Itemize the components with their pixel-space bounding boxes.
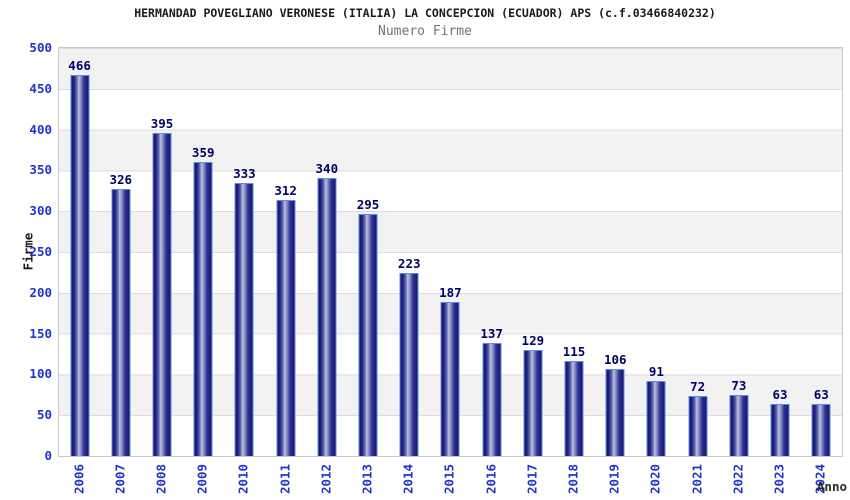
bar-slot-2009: 359 (183, 48, 224, 456)
y-tick-label: 400 (29, 121, 52, 137)
y-tick-label: 0 (44, 448, 52, 463)
bar-2015 (440, 302, 460, 456)
y-tick-label: 350 (29, 162, 52, 178)
y-tick-label: 50 (36, 407, 52, 423)
x-tick-2016: 2016 (483, 463, 499, 495)
bar-value-label: 333 (233, 166, 256, 181)
bar-2010 (234, 183, 254, 456)
bar-2014 (399, 273, 419, 456)
y-tick-label: 300 (29, 203, 52, 219)
bar-2022 (729, 395, 749, 456)
bar-2013 (358, 214, 378, 456)
y-axis-tick-labels: 0 50 100 150 200 250 300 350 400 450 500 (0, 41, 52, 463)
x-tick-2008: 2008 (153, 463, 169, 495)
x-tick-2017: 2017 (524, 463, 540, 495)
bars-container: 466 326 395 359 333 312 340 295 223 187 137 129 115 1… (59, 48, 842, 456)
y-tick-label: 150 (29, 325, 52, 341)
bar-slot-2010: 333 (224, 48, 265, 456)
bar-2009 (193, 162, 213, 456)
x-tick-2012: 2012 (318, 463, 334, 495)
bar-slot-2011: 312 (265, 48, 306, 456)
bar-value-label: 63 (772, 387, 788, 402)
bar-2021 (688, 396, 708, 456)
bar-slot-2022: 73 (718, 48, 759, 456)
bar-2008 (152, 133, 172, 456)
bar-slot-2017: 129 (512, 48, 553, 456)
x-axis-tick-labels: 2006 2007 2008 2009 2010 2011 2012 2013 2014 2015… (58, 458, 841, 500)
bar-value-label: 115 (562, 344, 586, 359)
x-tick-2018: 2018 (565, 463, 581, 495)
bar-slot-2018: 115 (553, 48, 594, 456)
bar-value-label: 91 (648, 364, 664, 379)
bar-value-label: 137 (480, 326, 503, 341)
bar-value-label: 63 (813, 387, 829, 402)
bar-value-label: 326 (109, 172, 133, 187)
chart-title: HERMANDAD POVEGLIANO VERONESE (ITALIA) L… (134, 6, 716, 20)
bar-2023 (770, 404, 790, 456)
y-tick-label: 500 (29, 40, 52, 55)
bar-value-label: 187 (439, 285, 462, 300)
bar-value-label: 223 (397, 256, 421, 271)
x-tick-2009: 2009 (194, 463, 210, 495)
bar-slot-2006: 466 (59, 48, 100, 456)
x-tick-2020: 2020 (647, 463, 663, 495)
bar-slot-2023: 63 (759, 48, 800, 456)
bar-slot-2015: 187 (430, 48, 471, 456)
bar-slot-2013: 295 (347, 48, 388, 456)
plot-area: 466 326 395 359 333 312 340 295 223 187 137 129 115 1… (58, 47, 843, 457)
bar-2016 (482, 343, 502, 456)
bar-value-label: 395 (150, 116, 174, 131)
bar-slot-2007: 326 (100, 48, 141, 456)
bar-value-label: 73 (731, 378, 747, 393)
bar-slot-2021: 72 (677, 48, 718, 456)
bar-value-label: 72 (690, 379, 706, 394)
bar-2020 (646, 381, 666, 456)
bar-value-label: 129 (521, 333, 545, 348)
x-tick-2022: 2022 (730, 463, 746, 495)
bar-value-label: 106 (603, 352, 627, 367)
bar-2017 (523, 350, 543, 456)
bar-value-label: 312 (274, 183, 297, 198)
bar-2018 (564, 361, 584, 456)
y-tick-label: 200 (29, 284, 52, 300)
bar-slot-2008: 395 (141, 48, 182, 456)
y-tick-label: 100 (29, 366, 52, 382)
bar-value-label: 295 (356, 197, 380, 212)
bar-value-label: 466 (68, 58, 91, 73)
bar-2019 (605, 369, 625, 456)
chart-subtitle: Numero Firme (378, 24, 472, 39)
x-tick-2021: 2021 (689, 463, 705, 495)
bar-value-label: 340 (315, 161, 339, 176)
bar-slot-2014: 223 (389, 48, 430, 456)
x-tick-2010: 2010 (235, 463, 251, 495)
x-tick-2023: 2023 (771, 463, 787, 495)
bar-2011 (276, 200, 296, 456)
x-tick-2014: 2014 (400, 463, 416, 495)
x-axis-title: Anno (816, 479, 847, 494)
bar-2007 (111, 189, 131, 456)
bar-2024 (811, 404, 831, 456)
y-tick-label: 250 (29, 244, 52, 259)
bar-2006 (70, 75, 90, 456)
bar-2012 (317, 178, 337, 456)
x-tick-2019: 2019 (606, 463, 622, 495)
bar-slot-2024: 63 (801, 48, 842, 456)
x-tick-2006: 2006 (71, 463, 87, 495)
bar-slot-2020: 91 (636, 48, 677, 456)
x-tick-2013: 2013 (359, 463, 375, 495)
x-tick-2015: 2015 (441, 463, 457, 495)
x-tick-2007: 2007 (112, 463, 128, 495)
x-tick-2011: 2011 (277, 463, 293, 495)
bar-slot-2016: 137 (471, 48, 512, 456)
bar-value-label: 359 (191, 145, 215, 160)
y-tick-label: 450 (29, 80, 52, 96)
bar-slot-2019: 106 (595, 48, 636, 456)
bar-slot-2012: 340 (306, 48, 347, 456)
